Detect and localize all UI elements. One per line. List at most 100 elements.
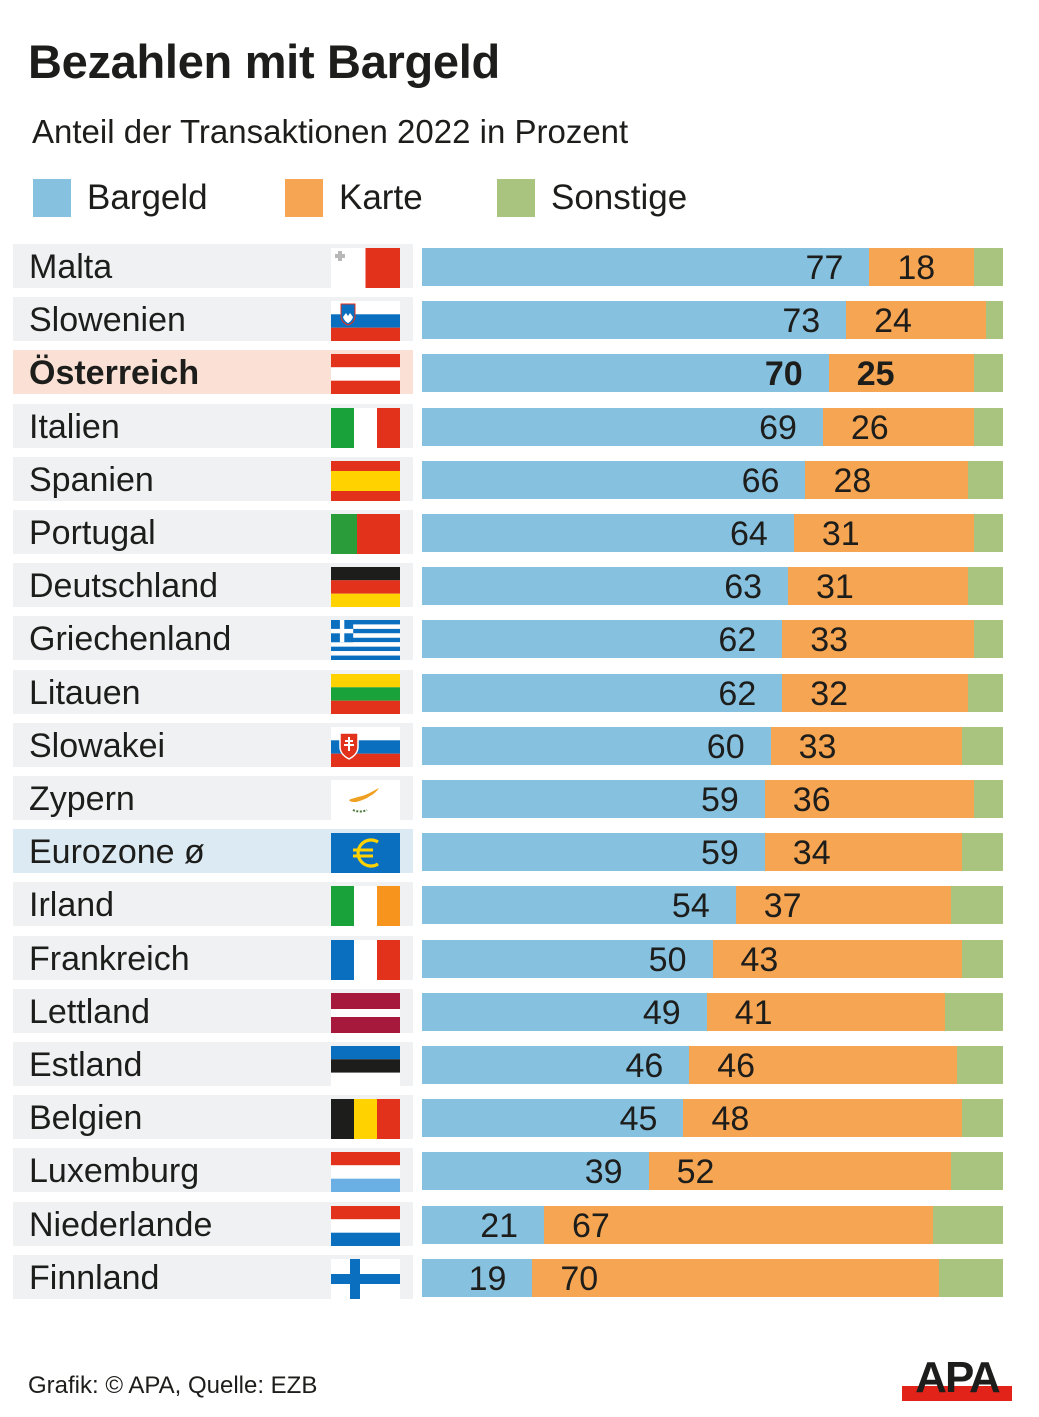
chart-title: Bezahlen mit Bargeld	[28, 35, 500, 88]
data-label-karte: 37	[763, 887, 802, 926]
data-label-bargeld: 45	[619, 1100, 658, 1139]
bar-bargeld-italien	[422, 407, 823, 446]
category-label: Zypern	[29, 780, 135, 818]
bar-karte-estland	[689, 1046, 957, 1084]
data-label-bargeld: 50	[648, 940, 687, 979]
legend-item-bargeld: Bargeld	[33, 178, 285, 218]
bar-karte-belgien	[683, 1099, 963, 1138]
category-label: Belgien	[29, 1099, 143, 1138]
flag-finland-icon	[331, 1258, 400, 1299]
data-label-karte: 18	[897, 249, 936, 287]
data-label-bargeld: 73	[782, 302, 821, 341]
data-label-karte: 46	[717, 1047, 756, 1085]
row-estland: Estland 46 46	[0, 1042, 1039, 1086]
row-finnland: Finnland 19 70	[0, 1254, 1039, 1299]
bar-bargeld-niederlande	[422, 1205, 544, 1244]
bar-bargeld-finnland	[422, 1258, 533, 1297]
category-label: Eurozone ø	[29, 833, 205, 872]
bar-sonstige-belgien	[962, 1099, 1003, 1138]
bar-karte-griechenland	[782, 620, 974, 659]
bar-bargeld-zypern	[422, 780, 765, 818]
flag-netherlands-icon	[331, 1205, 400, 1246]
legend: Bargeld Karte Sonstige	[33, 178, 687, 218]
bar-karte-eurozone-avg	[764, 833, 963, 872]
data-label-bargeld: 70	[764, 355, 803, 394]
legend-label-bargeld: Bargeld	[87, 178, 208, 217]
bar-bargeld-belgien	[422, 1099, 684, 1138]
data-label-karte: 24	[874, 302, 912, 341]
flag-slovakia-icon	[331, 726, 400, 767]
apa-logo-text: APA	[915, 1354, 1000, 1402]
data-label-karte: 26	[850, 408, 889, 447]
category-label: Frankreich	[29, 939, 190, 978]
data-label-bargeld: 46	[625, 1047, 664, 1085]
apa-logo: APA	[902, 1354, 1012, 1402]
row-eurozone-avg: Eurozone ø 59 34	[0, 829, 1039, 874]
data-label-bargeld: 54	[671, 887, 710, 926]
bar-karte-irland	[735, 886, 951, 925]
data-label-karte: 52	[676, 1153, 715, 1192]
row-slowenien: Slowenien 73 24	[0, 297, 1039, 342]
data-label-bargeld: 59	[700, 781, 739, 819]
apa-logo-bar	[902, 1386, 1012, 1401]
row-lettland: Lettland 49 41	[0, 988, 1039, 1033]
bar-karte-slowakei	[770, 726, 963, 765]
row-frankreich: Frankreich 50 43	[0, 935, 1039, 980]
data-label-bargeld: 19	[468, 1259, 507, 1298]
bar-sonstige-spanien	[968, 460, 1003, 499]
legend-item-sonstige: Sonstige	[497, 178, 687, 218]
flag-luxembourg-icon	[331, 1152, 400, 1193]
bar-bargeld-luxemburg	[422, 1152, 649, 1191]
bar-sonstige-litauen	[968, 673, 1003, 712]
bar-sonstige-osterreich	[973, 354, 1003, 393]
row-luxemburg: Luxemburg 39 52	[0, 1148, 1039, 1193]
flag-ireland-icon	[331, 886, 400, 927]
bar-sonstige-slowakei	[962, 726, 1003, 765]
flag-euro-icon	[331, 833, 400, 874]
category-label: Finnland	[29, 1258, 160, 1297]
row-spanien: Spanien 66 28	[0, 456, 1039, 501]
bar-sonstige-irland	[950, 886, 1003, 925]
bar-bargeld-deutschland	[422, 567, 789, 606]
data-label-bargeld: 60	[706, 727, 745, 766]
bar-karte-spanien	[805, 460, 969, 499]
row-malta: Malta 77 18	[0, 244, 1039, 288]
bar-karte-portugal	[793, 514, 974, 552]
bar-bargeld-eurozone-avg	[422, 833, 765, 872]
row-slowakei: Slowakei 60 33	[0, 722, 1039, 767]
data-label-bargeld: 64	[730, 515, 768, 553]
flag-austria-icon	[331, 354, 400, 395]
bar-sonstige-frankreich	[962, 939, 1003, 978]
row-belgien: Belgien 45 48	[0, 1095, 1039, 1140]
data-label-karte: 25	[856, 355, 895, 394]
data-label-karte: 48	[711, 1100, 750, 1139]
legend-swatch-sonstige	[497, 179, 535, 217]
row-zypern: Zypern 59 36	[0, 776, 1039, 820]
data-label-bargeld: 62	[718, 621, 757, 660]
bar-bargeld-griechenland	[422, 620, 783, 659]
bar-sonstige-griechenland	[973, 620, 1003, 659]
bar-bargeld-slowenien	[422, 301, 847, 340]
category-label: Österreich	[29, 354, 200, 393]
bar-bargeld-lettland	[422, 992, 707, 1031]
bar-sonstige-luxemburg	[950, 1152, 1003, 1191]
bar-sonstige-eurozone-avg	[962, 833, 1003, 872]
bar-sonstige-niederlande	[933, 1205, 1003, 1244]
bar-sonstige-italien	[973, 407, 1003, 446]
category-label: Deutschland	[29, 567, 219, 606]
legend-label-sonstige: Sonstige	[551, 178, 688, 217]
legend-item-karte: Karte	[285, 178, 497, 218]
flag-spain-icon	[331, 460, 400, 501]
flag-germany-icon	[331, 567, 400, 608]
data-label-bargeld: 77	[805, 249, 844, 287]
flag-estonia-icon	[331, 1046, 400, 1086]
category-label: Portugal	[29, 514, 156, 552]
flag-italy-icon	[331, 407, 400, 448]
data-label-bargeld: 62	[718, 674, 757, 713]
row-litauen: Litauen 62 32	[0, 669, 1039, 714]
flag-portugal-icon	[331, 514, 400, 554]
legend-swatch-karte	[285, 179, 323, 217]
flag-malta-icon	[331, 248, 400, 288]
bar-bargeld-estland	[422, 1046, 690, 1084]
